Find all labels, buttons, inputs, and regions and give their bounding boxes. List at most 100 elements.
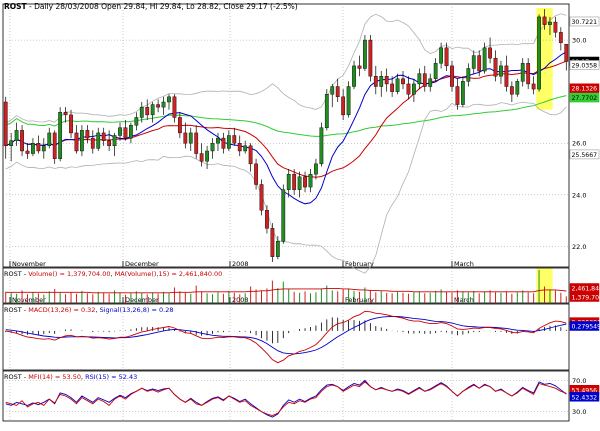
candle-body	[69, 115, 72, 133]
candle-body	[287, 174, 290, 189]
candle-body	[260, 184, 263, 210]
candle-body	[303, 177, 306, 187]
candle-body	[341, 97, 344, 115]
price-tag: 30.7221	[572, 19, 598, 26]
candle-body	[42, 146, 45, 151]
candle-body	[543, 17, 546, 25]
price-tag: 27.7702	[572, 95, 598, 102]
candle-body	[140, 107, 143, 117]
candle-body	[238, 143, 241, 151]
candle-body	[423, 74, 426, 87]
y-tick-label: 22.0	[572, 243, 586, 251]
candle-body	[64, 112, 67, 115]
chart-title: ROST - Daily 28/03/2008 Open 29.84, Hi 2…	[4, 2, 298, 11]
candle-body	[407, 84, 410, 94]
candle-body	[200, 154, 203, 162]
osc-label-part: MFI(14) = 53.50	[28, 373, 81, 381]
candle-body	[173, 97, 176, 118]
osc-label-part: ROST	[4, 373, 22, 381]
candle-body	[445, 48, 448, 66]
candle-body	[184, 133, 187, 143]
candle-body	[227, 136, 230, 149]
candle-body	[472, 56, 475, 69]
candle-body	[20, 130, 23, 151]
candle-body	[526, 63, 529, 84]
candle-body	[434, 63, 437, 78]
candle-body	[151, 105, 154, 115]
candle-body	[396, 79, 399, 92]
macd-label-part: Signal(13,26,8) = 0.28	[100, 306, 174, 314]
candle-body	[418, 74, 421, 84]
candle-body	[189, 133, 192, 143]
candle-body	[15, 130, 18, 140]
candle-body	[102, 133, 105, 141]
candle-body	[75, 133, 78, 151]
macd-label-part: MACD(13,26) = 0.32	[28, 306, 95, 314]
candle-body	[347, 87, 350, 115]
candle-body	[363, 40, 366, 68]
candle-body	[118, 128, 121, 136]
candle-body	[107, 141, 110, 146]
candle-body	[385, 76, 388, 84]
candle-body	[565, 44, 568, 61]
candle-body	[91, 138, 94, 148]
candle-body	[167, 97, 170, 102]
osc-label-part: RSI(15) = 52.43	[85, 373, 137, 381]
candle-body	[499, 66, 502, 76]
candle-body	[412, 84, 415, 94]
candle-body	[429, 79, 432, 87]
candle-body	[265, 210, 268, 228]
candle-body	[320, 128, 323, 164]
candle-body	[254, 164, 257, 185]
candle-body	[48, 133, 51, 146]
candle-body	[358, 66, 361, 69]
candle-body	[243, 146, 246, 151]
volume-label-part: ROST	[4, 270, 22, 278]
candle-body	[249, 146, 252, 164]
candle-body	[450, 66, 453, 87]
candle-body	[135, 117, 138, 125]
candle-body	[146, 107, 149, 115]
price-tag: 29.0358	[572, 62, 598, 69]
y-tick-label: 30.0	[572, 37, 586, 45]
candle-body	[37, 143, 40, 151]
volume-tag: 2,461,840	[572, 286, 600, 293]
y-tick-label: 26.0	[572, 140, 586, 148]
volume-tag: 1,379,704	[572, 295, 600, 302]
x-tick-label-volume: November	[12, 296, 46, 304]
candle-body	[516, 81, 519, 94]
candle-body	[309, 174, 312, 187]
candle-body	[467, 68, 470, 81]
candle-body	[374, 76, 377, 86]
candle-body	[521, 63, 524, 81]
candle-body	[461, 81, 464, 104]
osc-y-tick-label: 70.0	[572, 377, 586, 385]
candle-body	[483, 48, 486, 71]
candle-body	[4, 102, 7, 146]
candle-body	[298, 177, 301, 190]
candle-body	[86, 130, 89, 138]
candle-body	[554, 22, 557, 32]
price-tag: 25.5667	[572, 152, 598, 159]
candle-body	[401, 79, 404, 84]
candle-body	[369, 40, 372, 76]
volume-label: ROST - Volume() = 1,379,704.00, MA(Volum…	[4, 270, 222, 278]
candle-body	[478, 56, 481, 71]
candle-body	[80, 130, 83, 151]
candle-body	[325, 94, 328, 128]
candle-body	[282, 190, 285, 242]
candle-body	[53, 133, 56, 159]
candle-body	[352, 66, 355, 87]
y-tick-label: 24.0	[572, 191, 586, 199]
candle-body	[97, 133, 100, 148]
x-tick-label: December	[125, 260, 159, 268]
macd-tag: 0.279549	[572, 324, 600, 331]
x-tick-label: November	[12, 260, 46, 268]
candle-body	[510, 87, 513, 95]
candle-body	[559, 32, 562, 42]
candle-body	[314, 164, 317, 174]
candle-body	[216, 138, 219, 143]
candle-body	[494, 58, 497, 76]
volume-label-part: MA(Volume(),15) = 2,461,840.00	[115, 270, 223, 278]
